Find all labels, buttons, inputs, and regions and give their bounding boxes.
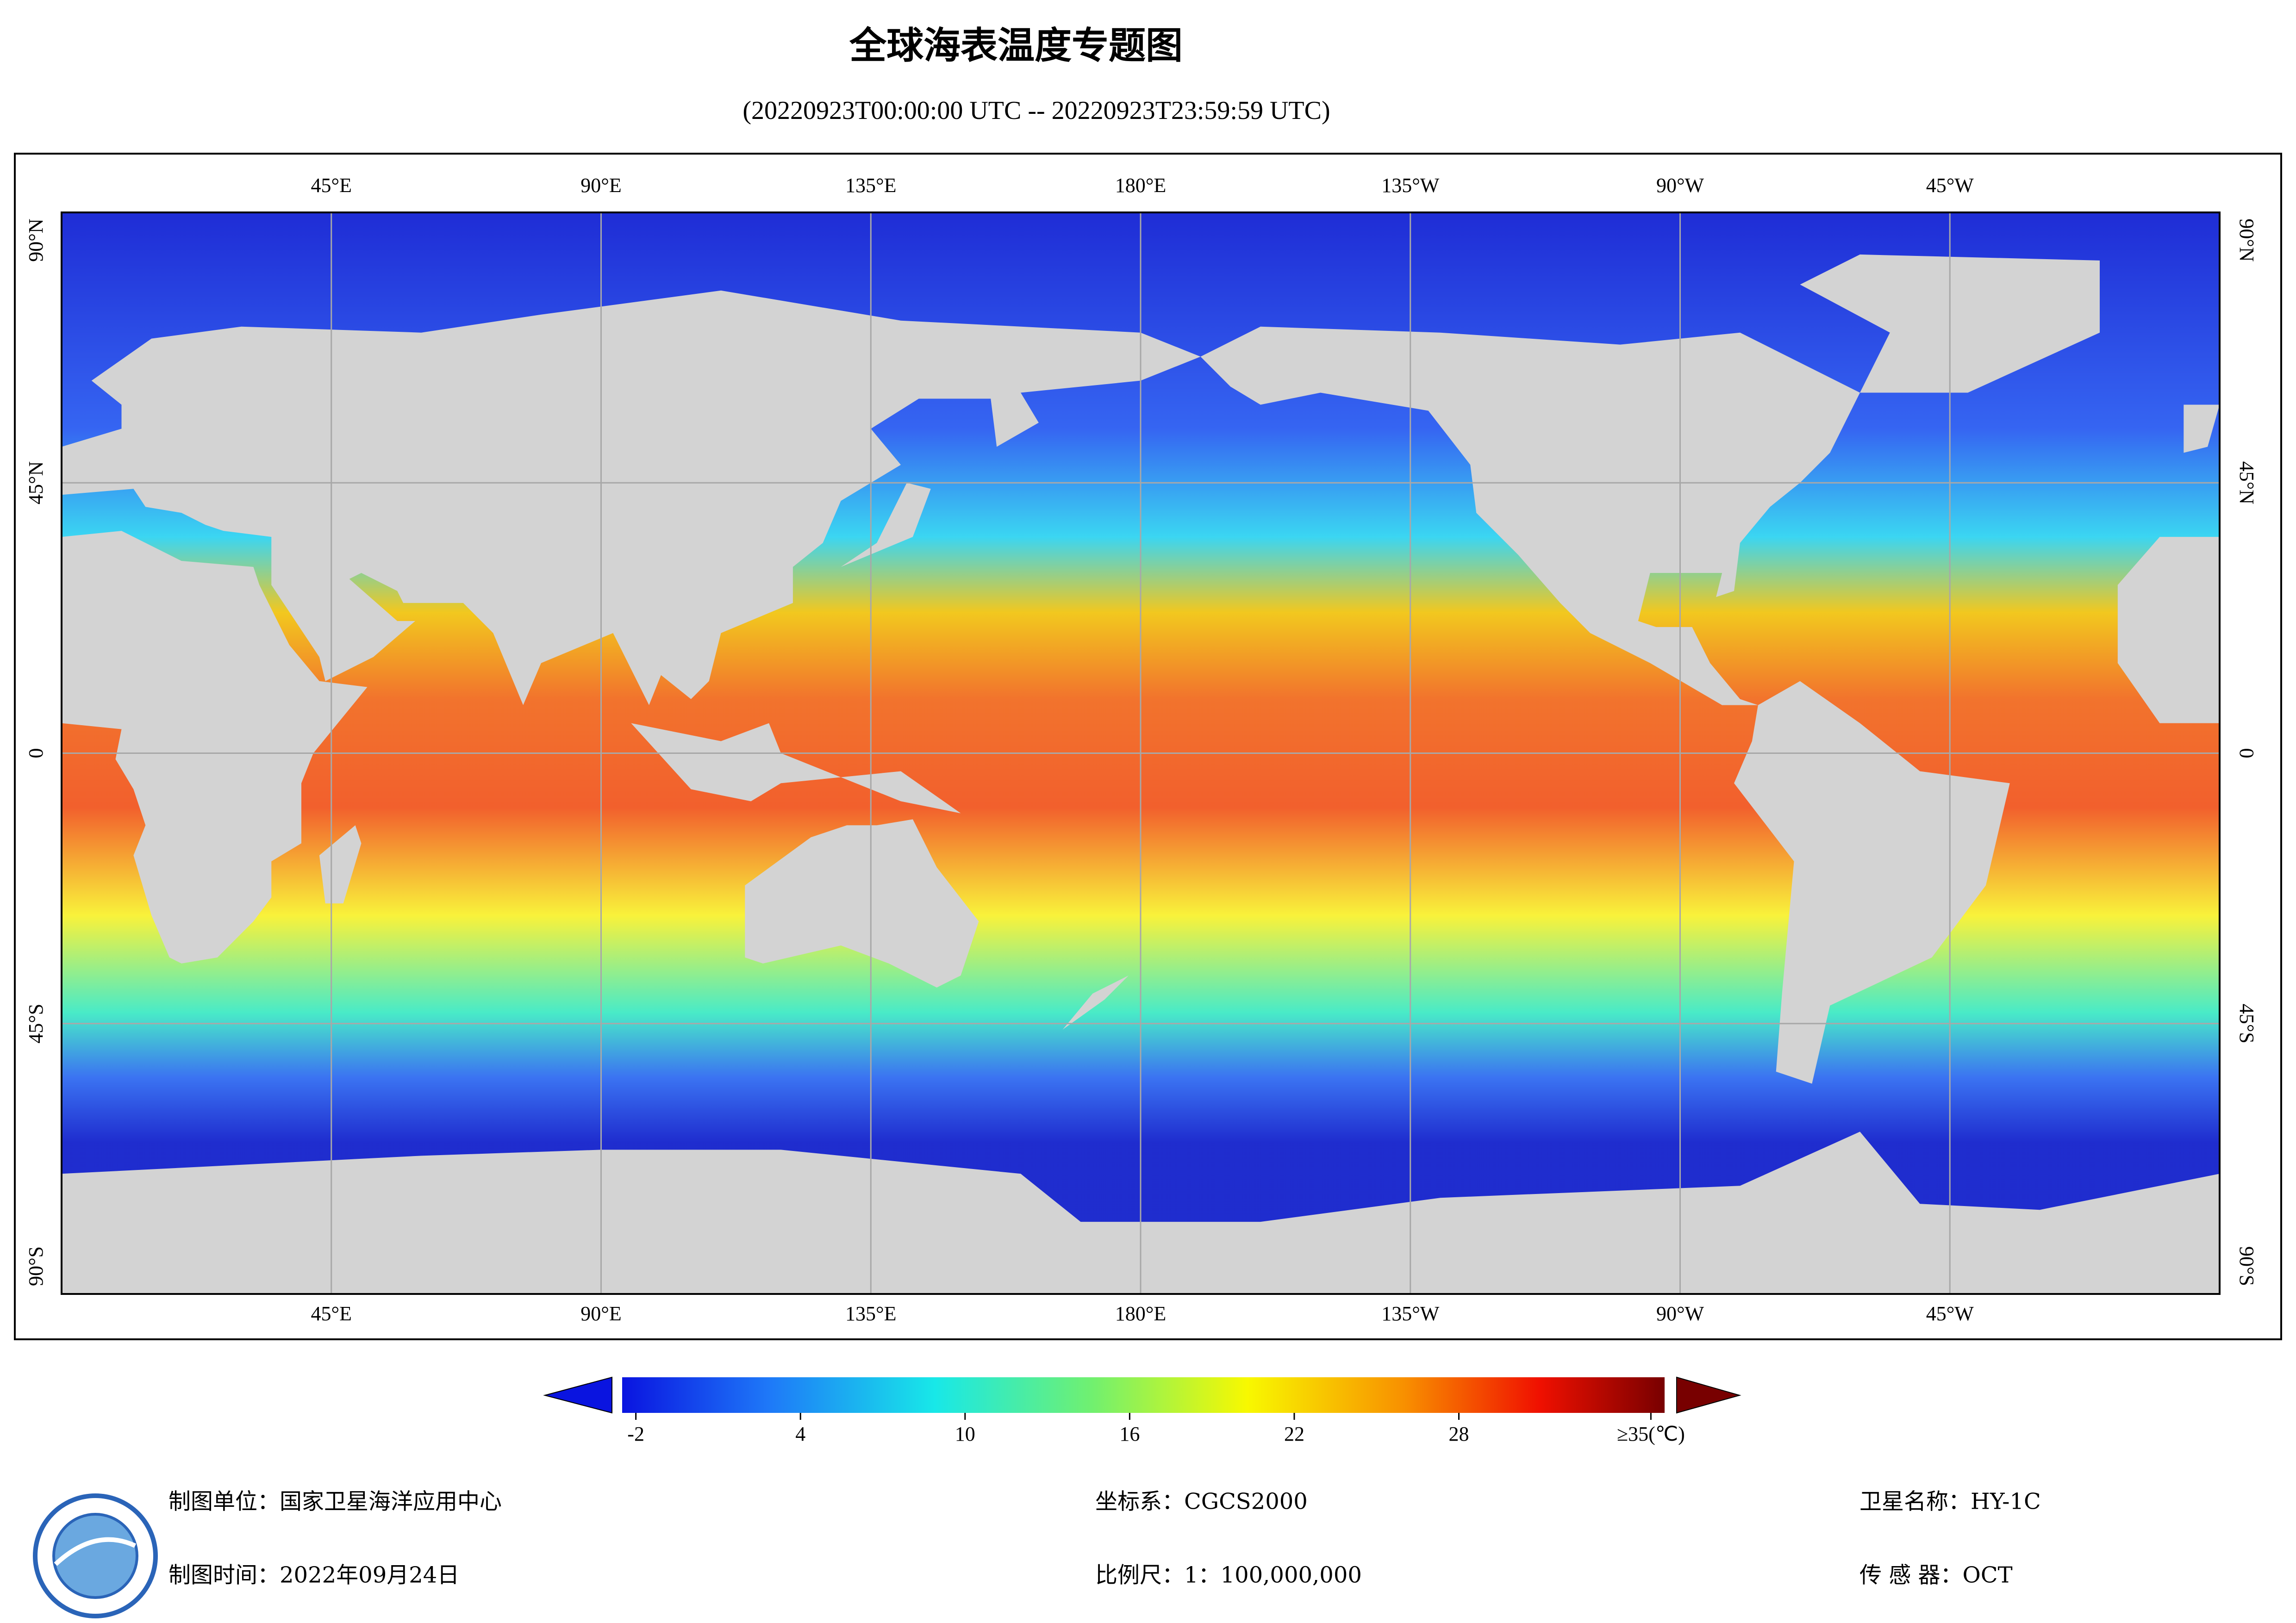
eurasia: [62, 290, 1201, 747]
lat-label-right: 45°N: [2235, 461, 2258, 504]
colorbar-ticks: -2 4 10 16 22 28 ≥35(℃): [627, 1413, 1685, 1445]
footer-crs: 坐标系：CGCS2000: [1095, 1489, 1308, 1515]
colorbar-min-arrow: [543, 1376, 612, 1414]
logo-orbit: [54, 1537, 137, 1566]
footer-satellite: 卫星名称：HY-1C: [1859, 1489, 2041, 1515]
maritime-continent: [631, 723, 961, 814]
lat-label-right: 90°S: [2235, 1246, 2258, 1286]
new-zealand: [1062, 975, 1129, 1030]
lon-label-bottom: 135°E: [845, 1302, 896, 1325]
lat-label-left: 45°N: [25, 461, 47, 504]
logo: [33, 1493, 158, 1618]
lon-label-top: 135°E: [845, 174, 896, 197]
lat-label-left: 90°S: [25, 1246, 47, 1286]
lon-label-bottom: 90°E: [580, 1302, 621, 1325]
footer-sensor: 传 感 器：OCT: [1859, 1562, 2013, 1588]
colorbar-tick-label: 22: [1284, 1423, 1304, 1445]
title: 全球海表温度专题图: [849, 24, 1183, 67]
footer-time: 制图时间：2022年09月24日: [168, 1562, 459, 1588]
lon-label-bottom: 180°E: [1115, 1302, 1166, 1325]
north-america: [1200, 326, 1860, 705]
lon-label-bottom: 45°E: [311, 1302, 352, 1325]
lon-label-bottom: 90°W: [1656, 1302, 1704, 1325]
outer-frame: [14, 153, 2282, 1340]
colorbar-tick-label: 16: [1119, 1423, 1140, 1445]
japan: [841, 483, 931, 567]
africa-west: [2117, 537, 2220, 723]
colorbar-tick-label: -2: [627, 1423, 644, 1445]
lon-label-top: 180°E: [1115, 174, 1166, 197]
subtitle: (20220923T00:00:00 UTC -- 20220923T23:59…: [742, 96, 1330, 125]
lon-label-top: 135°W: [1381, 174, 1440, 197]
map-frame: [61, 211, 2221, 1295]
footer-unit: 制图单位：国家卫星海洋应用中心: [168, 1489, 502, 1515]
britain: [2184, 404, 2220, 453]
colorbar-tick-label: 4: [795, 1423, 805, 1445]
footer-scale: 比例尺：1：100,000,000: [1095, 1562, 1362, 1588]
colorbar-tick-label: ≥35(℃): [1617, 1423, 1685, 1445]
lat-label-left: 0: [25, 748, 47, 759]
lon-label-top: 90°W: [1656, 174, 1704, 197]
lat-label-right: 0: [2235, 748, 2258, 759]
madagascar: [319, 825, 362, 904]
lon-label-top: 90°E: [580, 174, 621, 197]
lon-label-top: 45°E: [311, 174, 352, 197]
lat-label-left: 45°S: [25, 1004, 47, 1044]
africa: [62, 531, 368, 964]
colorbar: [622, 1377, 1665, 1413]
logo-globe: [52, 1513, 138, 1599]
colorbar-tick-label: 28: [1449, 1423, 1469, 1445]
colorbar-tick-label: 10: [955, 1423, 975, 1445]
lon-label-top: 45°W: [1926, 174, 1974, 197]
south-america: [1734, 681, 2010, 1084]
lat-label-right: 45°S: [2235, 1004, 2258, 1044]
lat-label-right: 90°N: [2235, 218, 2258, 261]
colorbar-max-arrow: [1676, 1376, 1741, 1414]
lon-label-bottom: 135°W: [1381, 1302, 1440, 1325]
lat-label-left: 90°N: [25, 218, 47, 261]
australia: [745, 819, 979, 988]
lon-label-bottom: 45°W: [1926, 1302, 1974, 1325]
